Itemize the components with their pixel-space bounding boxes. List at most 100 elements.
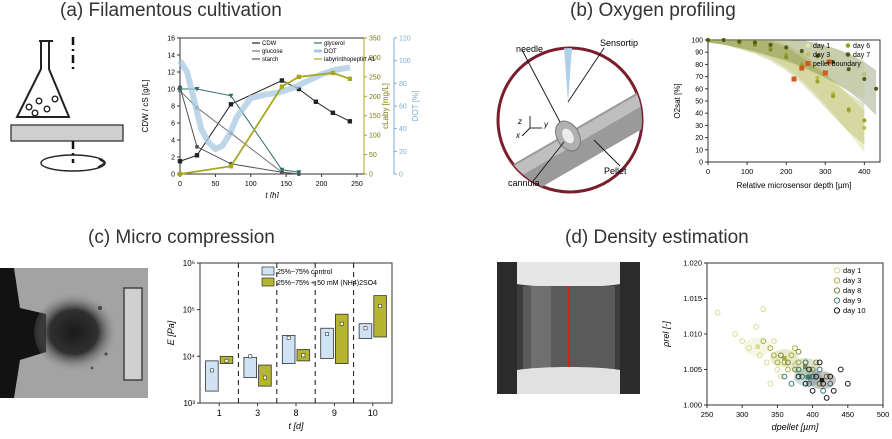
data-point (228, 164, 234, 169)
data-point (815, 75, 820, 80)
legend-swatch (261, 266, 275, 276)
y-tick-label: 0 (171, 172, 175, 179)
chart-b-oxygen: 0 100 200 300 400 0 10 20 30 40 50 60 70 80 90 100 Relat… (673, 38, 881, 190)
data-point (816, 380, 823, 387)
legend-label: CDW (262, 41, 277, 47)
x-axis-label: t [h] (265, 191, 279, 198)
x-tick-label: 100 (741, 167, 754, 176)
data-point (228, 93, 234, 99)
pellet-boundary-point (826, 59, 832, 65)
data-point (831, 94, 836, 99)
box-mean (301, 353, 306, 358)
legend-label: day 1 (813, 43, 830, 50)
box-mean (378, 304, 383, 308)
box-mean (209, 368, 214, 373)
data-point (279, 78, 285, 83)
legend-label: pellet boundary (813, 61, 861, 68)
pellet-label: Pellet (604, 166, 627, 176)
x-axis-label: Relative microsensor depth [µm] (737, 181, 852, 190)
y-tick-label: 8 (171, 104, 175, 111)
y-right1-axis-label: cLaby [mg/L] (381, 83, 390, 129)
chart-a-cultivation: 0 50 100 150 200 2500246810121416050100150200… (141, 36, 420, 199)
axis-z-label: z (517, 117, 522, 126)
legend-marker (833, 267, 841, 274)
data-point (313, 99, 319, 104)
series-mean-marker (819, 377, 825, 383)
y-right2-tick-label: 60 (399, 104, 407, 111)
data-point (785, 359, 791, 366)
data-point (770, 352, 777, 359)
box-ammonium (373, 295, 387, 338)
y-right2-tick-label: 40 (399, 126, 407, 133)
box-mean (263, 375, 267, 380)
x-tick-label: 3 (255, 408, 260, 418)
legend-label: day 3 (813, 52, 830, 59)
data-point (809, 366, 816, 373)
panel-d-title: (d) Density estimation (565, 227, 749, 248)
y-right2-tick-label: 20 (399, 149, 407, 156)
data-point (706, 38, 710, 42)
x-tick-label: 400 (806, 410, 819, 419)
panel-a-title: (a) Filamentous cultivation (60, 0, 282, 21)
box-mean (339, 321, 344, 326)
x-tick-label: 400 (858, 167, 871, 176)
data-point (774, 359, 781, 366)
y-right1-tick-label: 150 (369, 113, 381, 120)
legend-label: 25%~75% + 50 mM (NH4)2SO4 (277, 280, 377, 287)
y-right1-tick-label: 300 (369, 55, 381, 62)
data-point (809, 387, 816, 394)
x-tick-label: 200 (780, 167, 793, 176)
data-point (768, 42, 773, 47)
data-point (778, 373, 784, 380)
data-point (795, 366, 802, 373)
x-tick-label: 250 (701, 410, 714, 419)
legend-label: day 7 (853, 52, 870, 59)
data-point (827, 380, 834, 387)
y-right2-tick-label: 0 (399, 172, 403, 179)
y-tick-label: 100 (691, 38, 703, 45)
data-point (781, 373, 788, 380)
y-right1-tick-label: 100 (369, 133, 381, 140)
data-point (784, 55, 789, 60)
data-point (347, 119, 353, 124)
y-tick-label: 1.010 (683, 330, 702, 339)
box-control (205, 360, 219, 392)
data-point (874, 86, 879, 91)
axis-y-label: y (543, 120, 549, 129)
data-point (815, 79, 820, 84)
data-point (809, 373, 816, 380)
x-axis-label: dpellet [µm] (772, 422, 819, 432)
data-point (799, 62, 804, 67)
y-tick-label: 14 (167, 53, 175, 60)
legend-label: glucose (262, 49, 283, 55)
y-tick-label: 10⁵ (183, 306, 195, 315)
series-line-glycerol (180, 88, 299, 173)
y-right2-tick-label: 100 (399, 58, 411, 65)
data-point (194, 87, 200, 92)
legend-label: day 3 (843, 276, 861, 285)
uncertainty-band (708, 40, 865, 145)
data-point (177, 159, 183, 164)
pellet-boundary-point (791, 76, 797, 82)
x-tick-label: 10 (368, 408, 378, 418)
data-point (753, 324, 760, 330)
box-ammonium (258, 364, 272, 387)
y-right1-tick-label: 200 (369, 94, 381, 101)
box-control (281, 335, 296, 364)
data-point (846, 67, 851, 72)
data-point (784, 45, 789, 50)
x-tick-label: 450 (842, 410, 855, 419)
data-point (830, 387, 837, 394)
uncertainty-band (708, 40, 877, 116)
data-point (774, 366, 781, 373)
data-point (296, 170, 302, 175)
box-mean (325, 332, 329, 336)
data-point (816, 366, 823, 373)
legend-label: DOT (324, 49, 337, 55)
needle-label: needle (516, 44, 543, 54)
y-tick-label: 1.015 (683, 294, 702, 303)
y-tick-label: 0 (699, 160, 703, 167)
legend-marker (805, 61, 811, 66)
data-point (177, 171, 183, 177)
panel-b-title: (b) Oxygen profiling (570, 0, 736, 21)
